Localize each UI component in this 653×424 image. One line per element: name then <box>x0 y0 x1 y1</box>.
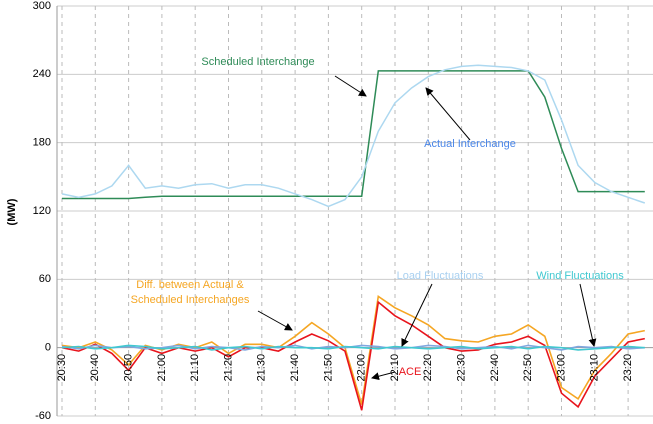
series-line <box>61 344 645 351</box>
y-tick-label: 300 <box>33 0 51 12</box>
annotation: Load Fluctuations <box>397 270 484 282</box>
x-tick-label: 23:10 <box>589 354 601 382</box>
y-tick-label: 60 <box>39 273 51 285</box>
x-tick-label: 21:40 <box>289 354 301 382</box>
x-tick-label: 21:50 <box>322 354 334 382</box>
series-line <box>62 70 645 200</box>
annotation: Scheduled Interchange <box>201 56 314 68</box>
x-tick-label: 22:40 <box>489 354 501 382</box>
annotation: Scheduled Interchanges <box>131 294 250 306</box>
arrow <box>579 283 597 347</box>
arrow <box>334 75 367 97</box>
y-tick-label: 240 <box>33 68 51 80</box>
arrow <box>401 283 433 347</box>
x-tick-label: 20:30 <box>56 354 68 382</box>
y-axis-label: (MW) <box>6 198 18 225</box>
x-tick-label: 21:30 <box>256 354 268 382</box>
arrow <box>425 87 471 141</box>
x-tick-label: 20:50 <box>123 354 135 382</box>
annotation: Actual Interchange <box>424 138 516 150</box>
arrow <box>257 310 293 331</box>
series-line <box>61 64 646 208</box>
lines <box>61 64 646 411</box>
x-tick-label: 20:40 <box>89 354 101 382</box>
x-tick-label: 22:50 <box>522 354 534 382</box>
x-tick-label: 23:00 <box>555 354 567 382</box>
annotation: ACE <box>399 366 422 378</box>
x-tick-label: 21:20 <box>222 354 234 382</box>
x-tick-label: 22:30 <box>456 354 468 382</box>
x-tick-label: 21:10 <box>189 354 201 382</box>
y-tick-label: -60 <box>35 410 51 422</box>
y-tick-label: 120 <box>33 205 51 217</box>
x-tick-label: 22:20 <box>422 354 434 382</box>
annotation: Diff. between Actual & <box>136 279 244 291</box>
x-tick-label: 22:10 <box>389 354 401 382</box>
series-line <box>61 295 645 405</box>
series-line <box>61 300 645 411</box>
arrow <box>371 371 396 381</box>
x-tick-label: 21:00 <box>156 354 168 382</box>
y-tick-label: 180 <box>33 137 51 149</box>
annotation: Wind Fluctuations <box>536 270 624 282</box>
x-tick-label: 23:20 <box>622 354 634 382</box>
arrows <box>257 75 597 381</box>
y-tick-label: 0 <box>45 342 51 354</box>
x-tick-label: 22:00 <box>356 354 368 382</box>
